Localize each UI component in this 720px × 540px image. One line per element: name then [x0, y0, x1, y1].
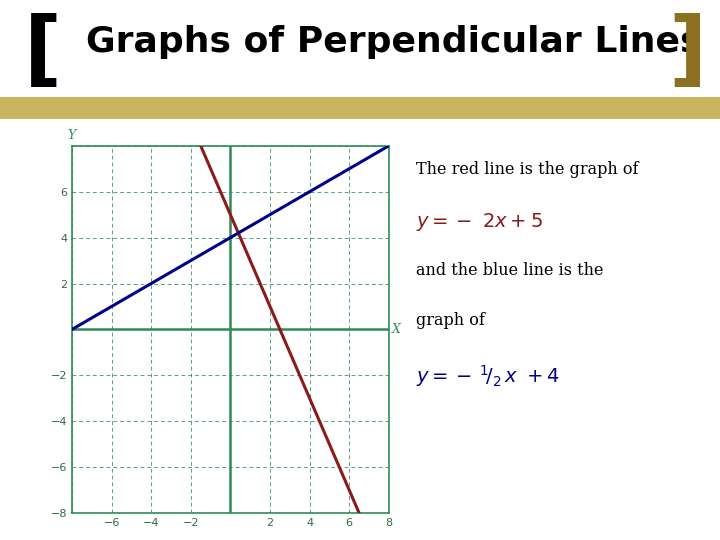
Text: [: [ — [24, 13, 62, 94]
Text: Graphs of Perpendicular Lines: Graphs of Perpendicular Lines — [86, 25, 702, 58]
Bar — [0, 97, 720, 119]
Text: The red line is the graph of: The red line is the graph of — [416, 161, 639, 178]
Text: and the blue line is the: and the blue line is the — [416, 262, 604, 279]
Text: $\mathit{y} = -\ 2\mathit{x} + 5$: $\mathit{y} = -\ 2\mathit{x} + 5$ — [416, 211, 543, 233]
Text: ]: ] — [669, 13, 706, 94]
Text: X: X — [392, 323, 401, 336]
Text: Y: Y — [68, 129, 76, 142]
Text: graph of: graph of — [416, 312, 485, 329]
Text: $\mathit{y} = -\,{}^{1}\!/{}_{2}\,\mathit{x}\ +4$: $\mathit{y} = -\,{}^{1}\!/{}_{2}\,\mathi… — [416, 363, 560, 388]
